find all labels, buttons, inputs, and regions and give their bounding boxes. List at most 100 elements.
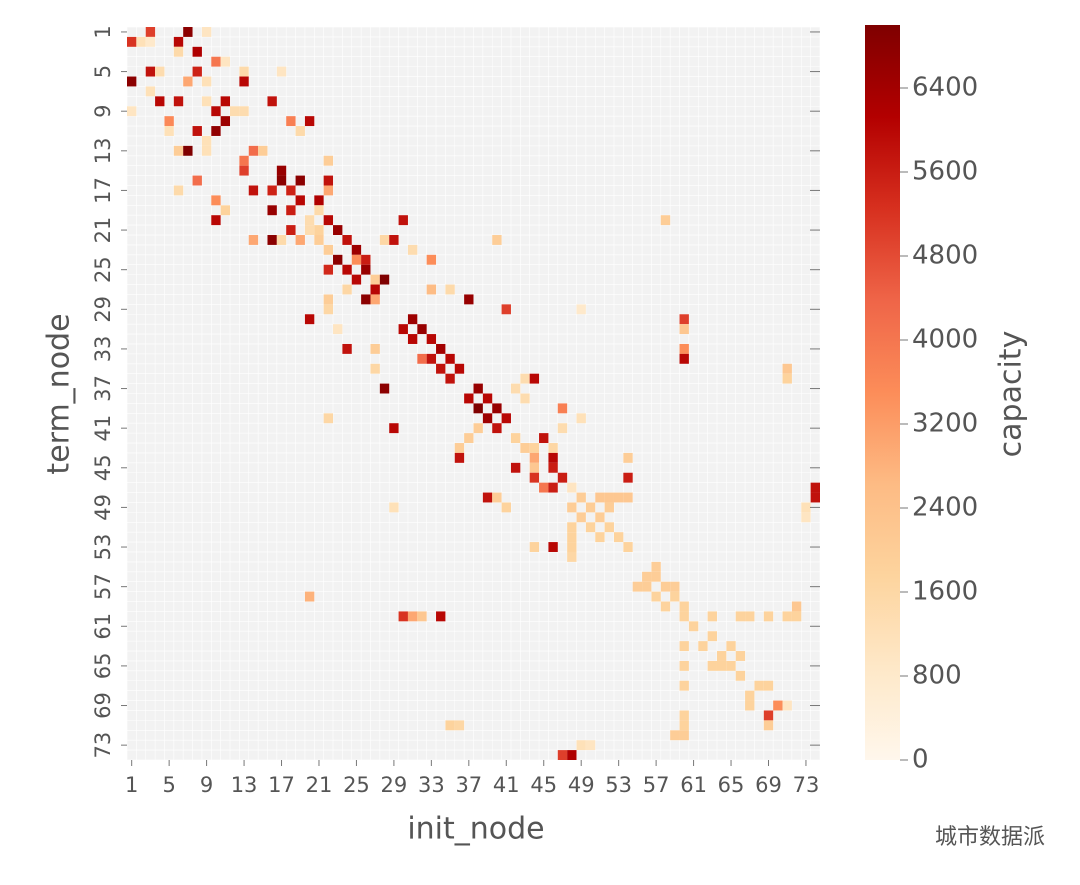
- cell: [679, 314, 689, 325]
- cell: [295, 235, 305, 245]
- colorbar-tick-label: 5600: [912, 157, 978, 187]
- cell: [389, 423, 399, 434]
- cell: [464, 294, 474, 305]
- cell: [407, 244, 418, 255]
- cell: [492, 492, 502, 503]
- cell: [801, 502, 811, 513]
- cell: [211, 215, 221, 226]
- x-tick-label: 73: [793, 773, 820, 797]
- x-tick-label: 61: [680, 773, 707, 797]
- cell: [445, 353, 455, 364]
- cell: [201, 76, 212, 87]
- cell: [286, 225, 296, 236]
- cell: [473, 423, 483, 434]
- y-tick-label: 21: [91, 217, 115, 244]
- cell: [520, 443, 530, 453]
- cell: [567, 522, 577, 533]
- cell: [342, 235, 352, 245]
- cell: [407, 611, 418, 622]
- cell: [763, 680, 774, 691]
- cell: [417, 353, 427, 364]
- x-tick-label: 13: [231, 773, 258, 797]
- cell: [679, 660, 689, 671]
- y-tick-label: 17: [91, 177, 115, 204]
- cell: [407, 334, 418, 344]
- cell: [333, 225, 343, 236]
- cell: [267, 205, 277, 216]
- x-tick-label: 1: [125, 773, 138, 797]
- cell: [735, 611, 746, 622]
- cell: [145, 66, 156, 77]
- cell: [595, 492, 605, 503]
- cell: [576, 413, 586, 424]
- cell: [623, 472, 633, 483]
- cell: [613, 492, 624, 503]
- cell: [660, 581, 671, 592]
- cell: [351, 274, 362, 285]
- cell: [145, 86, 156, 97]
- cell: [248, 185, 259, 196]
- cell: [304, 225, 315, 236]
- cell: [726, 641, 736, 652]
- cell: [248, 235, 259, 245]
- cell: [295, 195, 305, 206]
- cell: [333, 324, 343, 335]
- cell: [426, 334, 437, 344]
- cell: [782, 373, 792, 384]
- cell: [510, 462, 521, 473]
- colorbar-tick-label: 0: [912, 745, 929, 775]
- y-tick-label: 9: [91, 105, 115, 118]
- cell: [183, 27, 193, 37]
- colorbar-label: capacity: [994, 331, 1029, 458]
- cell: [567, 532, 577, 543]
- cell: [173, 46, 184, 57]
- cell: [323, 244, 334, 255]
- cell: [557, 750, 568, 760]
- cell: [679, 601, 689, 612]
- cell: [623, 542, 633, 552]
- cell: [370, 343, 380, 354]
- cell: [426, 353, 437, 364]
- cell: [642, 571, 652, 582]
- cell: [567, 502, 577, 513]
- cell: [492, 423, 502, 434]
- colorbar-tick-label: 2400: [912, 493, 978, 523]
- cell: [220, 205, 231, 216]
- cell: [782, 363, 792, 374]
- cell: [810, 492, 820, 503]
- cell: [136, 36, 146, 47]
- cell: [323, 413, 334, 424]
- cell: [173, 96, 184, 107]
- cell: [239, 165, 249, 176]
- cell: [314, 195, 324, 206]
- cell: [679, 343, 689, 354]
- colorbar-tick-label: 1600: [912, 577, 978, 607]
- cell: [464, 393, 474, 404]
- cell: [220, 116, 231, 127]
- cell: [548, 462, 558, 473]
- cell: [370, 274, 380, 285]
- cell: [520, 393, 530, 404]
- cell: [304, 215, 315, 226]
- cell: [183, 145, 193, 156]
- cell: [276, 66, 287, 77]
- x-tick-label: 25: [343, 773, 370, 797]
- cell: [445, 720, 455, 731]
- cell: [267, 235, 277, 245]
- x-tick-label: 65: [718, 773, 745, 797]
- cell: [220, 56, 231, 67]
- cell: [595, 512, 605, 523]
- cell: [670, 730, 680, 741]
- cell: [323, 304, 334, 315]
- cell: [576, 512, 586, 523]
- cell: [529, 373, 540, 384]
- cell: [585, 740, 596, 751]
- cell: [567, 551, 577, 562]
- cell: [698, 641, 708, 652]
- cell: [304, 591, 315, 602]
- y-tick-label: 1: [91, 25, 115, 38]
- cell: [576, 492, 586, 503]
- y-tick-label: 13: [91, 137, 115, 164]
- x-tick-label: 45: [530, 773, 557, 797]
